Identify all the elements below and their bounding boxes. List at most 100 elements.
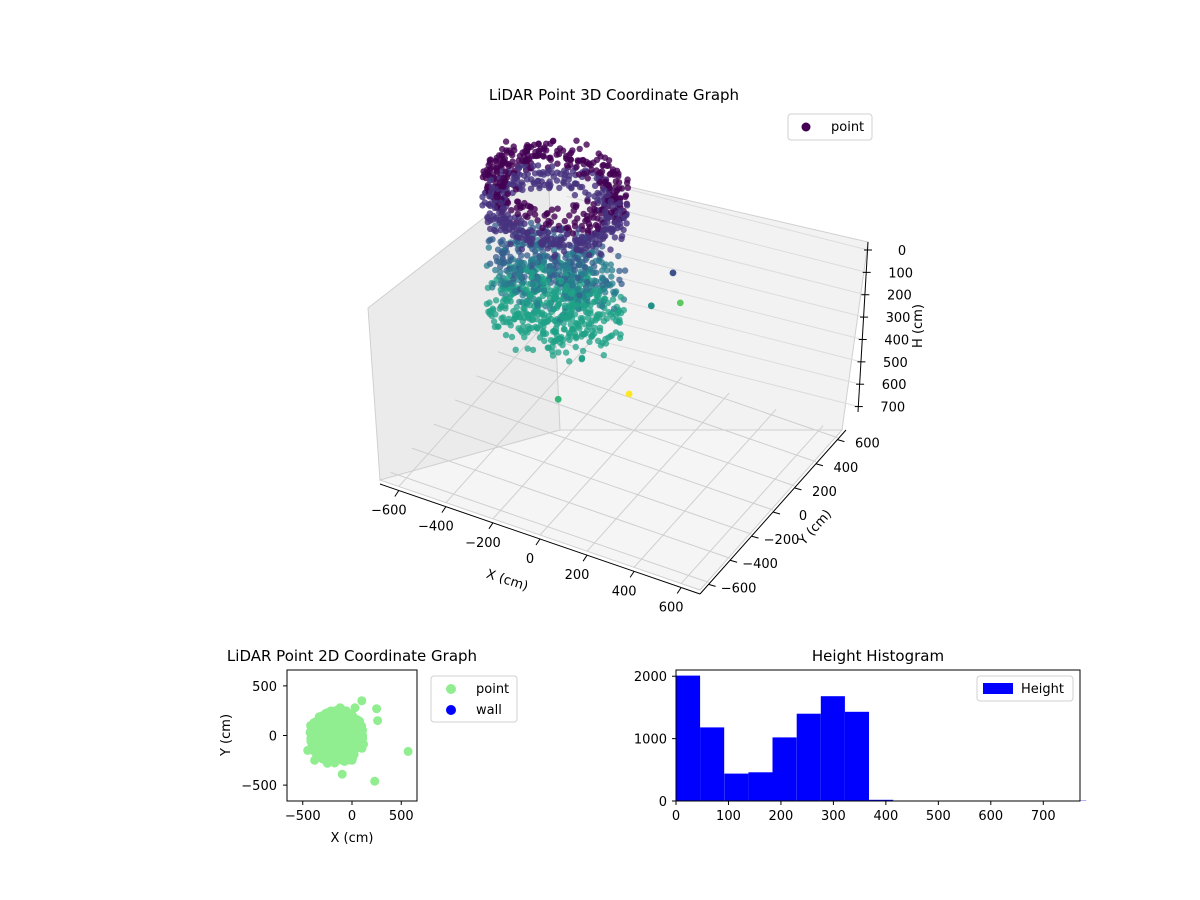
chart-3d-point <box>485 201 493 208</box>
chart-3d-point <box>510 176 517 183</box>
histogram-xtick-label: 700 <box>1031 809 1056 824</box>
chart-3d-point <box>609 166 617 173</box>
chart-2d-ytick-label: 500 <box>252 680 277 695</box>
chart-3d-point <box>501 179 508 186</box>
chart-3d-point <box>614 210 621 217</box>
chart-3d-point <box>534 275 541 282</box>
chart-3d-point <box>491 204 498 211</box>
chart-3d-ytick <box>751 535 759 539</box>
chart-3d-xtick-label: −400 <box>418 520 454 535</box>
chart-3d-point <box>576 261 583 268</box>
chart-3d-point <box>616 267 623 275</box>
chart-3d-point <box>500 206 508 213</box>
chart-2d-legend-label-wall: wall <box>476 703 502 718</box>
chart-3d-point <box>498 218 506 225</box>
chart-2d-point <box>357 696 367 706</box>
chart-3d-gridline-x <box>445 344 589 503</box>
chart-3d-xlabel: X (cm) <box>484 567 530 595</box>
chart-3d-point <box>500 314 507 321</box>
chart-3d-point <box>504 190 511 198</box>
chart-3d-point <box>502 305 509 312</box>
chart-2d-point <box>332 731 342 740</box>
chart-3d-point <box>591 324 598 332</box>
histogram-bar <box>772 737 797 801</box>
histogram-xtick-label: 500 <box>926 809 951 824</box>
chart-3d-point <box>573 246 581 253</box>
chart-3d-point <box>524 252 531 259</box>
chart-3d-point <box>597 178 604 185</box>
chart-3d-ytick-label: 200 <box>812 485 837 500</box>
chart-3d-point <box>543 140 550 147</box>
chart-3d-point <box>519 157 526 164</box>
chart-3d-point <box>583 216 590 223</box>
histogram-ytick-label: 0 <box>659 795 667 810</box>
chart-2d-xtick-label: 500 <box>389 809 414 824</box>
chart-3d-point <box>607 198 615 205</box>
chart-3d-gridline-x <box>633 409 777 568</box>
chart-3d-point <box>608 209 615 216</box>
chart-3d-point <box>523 266 530 274</box>
chart-3d-point <box>584 198 591 205</box>
chart-3d-point <box>562 264 569 271</box>
chart-3d-point <box>515 325 522 332</box>
histogram-title: Height Histogram <box>812 647 944 665</box>
chart-3d-gridline-x <box>398 328 542 487</box>
chart-3d-point <box>498 152 506 159</box>
chart-3d-point <box>568 184 575 191</box>
chart-2d-point <box>333 721 343 731</box>
chart-2d-legend: point wall <box>430 675 518 723</box>
chart-3d-point <box>617 293 624 301</box>
chart-3d-point <box>579 156 587 164</box>
chart-3d-point <box>593 315 600 322</box>
chart-3d-point <box>585 161 592 168</box>
histogram-legend-box <box>976 675 1074 702</box>
chart-3d-point <box>546 263 553 270</box>
chart-3d-point <box>616 276 623 283</box>
chart-3d-point <box>574 285 581 293</box>
chart-3d-point <box>486 157 493 164</box>
chart-3d-point <box>604 191 611 199</box>
chart-3d-point <box>551 213 558 220</box>
chart-3d-point <box>596 324 604 331</box>
chart-3d-point <box>551 293 559 300</box>
chart-3d-point <box>597 250 604 258</box>
chart-3d-legend-marker <box>801 122 811 132</box>
chart-3d-point <box>586 338 593 346</box>
chart-3d-point <box>590 201 597 208</box>
chart-3d-ytick <box>794 487 802 491</box>
chart-3d-point <box>540 169 547 176</box>
chart-2d-point <box>349 723 359 733</box>
chart-3d-point <box>550 226 558 233</box>
chart-3d-ytick-label: −600 <box>721 581 757 596</box>
chart-2d-point <box>306 721 316 731</box>
chart-3d-point <box>550 173 557 180</box>
histogram-xtick-label: 300 <box>821 809 846 824</box>
chart-2d-point <box>303 745 313 755</box>
chart-3d-gridline-x <box>680 425 824 584</box>
chart-3d-point <box>497 183 504 190</box>
chart-3d-point <box>597 342 605 349</box>
chart-2d-point <box>339 745 349 755</box>
chart-3d-ytick <box>729 559 738 563</box>
chart-3d-point <box>595 225 602 232</box>
chart-3d-gridline-x <box>586 392 730 552</box>
chart-3d-point <box>499 237 506 244</box>
chart-3d-point <box>623 202 631 209</box>
chart-3d-point <box>535 310 542 318</box>
chart-3d-point <box>603 315 610 322</box>
chart-3d-z-axis <box>857 241 869 413</box>
chart-3d-point <box>599 303 606 310</box>
histogram-bar <box>676 675 701 801</box>
histogram-bar <box>724 773 749 801</box>
chart-3d-point <box>540 287 548 294</box>
chart-3d-point <box>571 191 579 199</box>
histogram-ytick-label: 1000 <box>634 733 667 748</box>
chart-3d-point <box>566 301 573 309</box>
chart-3d-point <box>601 154 609 161</box>
chart-2d-legend-marker-wall <box>446 705 456 715</box>
chart-3d-point <box>624 184 632 191</box>
histogram-ticks: 0 100 200 300 400 500 600 700 0 1000 2000 <box>634 670 1056 824</box>
chart-3d-ytick <box>837 439 845 443</box>
chart-3d-point <box>594 291 601 299</box>
chart-3d-point <box>479 193 486 201</box>
